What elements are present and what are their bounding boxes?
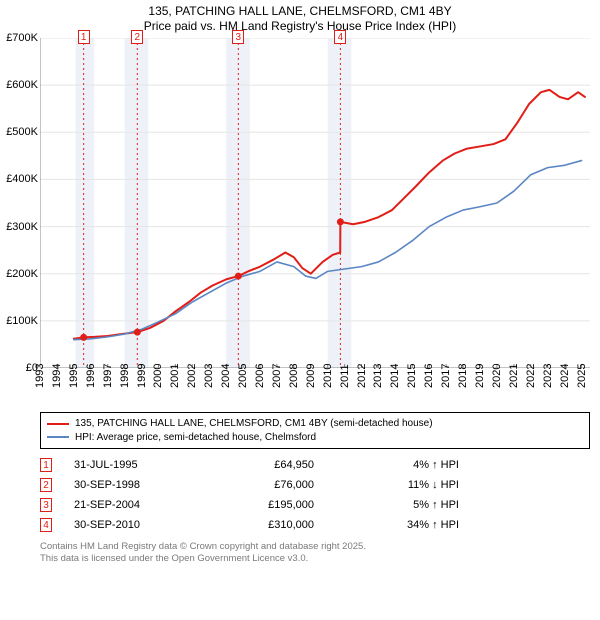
- row-diff: 34% ↑ HPI: [339, 519, 459, 531]
- y-tick-label: £400K: [6, 173, 40, 185]
- row-marker: 4: [40, 518, 52, 532]
- footer: Contains HM Land Registry data © Crown c…: [40, 541, 590, 565]
- row-marker: 3: [40, 498, 52, 512]
- row-diff: 4% ↑ HPI: [339, 459, 459, 471]
- row-price: £64,950: [209, 459, 339, 471]
- row-diff: 11% ↓ HPI: [339, 479, 459, 491]
- table-row: 1 31-JUL-1995£64,9504% ↑ HPI: [40, 455, 590, 475]
- row-marker: 2: [40, 478, 52, 492]
- chart-marker: 4: [334, 30, 346, 44]
- sales-table: 131-JUL-1995£64,9504% ↑ HPI230-SEP-1998£…: [40, 455, 590, 535]
- row-diff: 5% ↑ HPI: [339, 499, 459, 511]
- legend-swatch-2: [47, 436, 69, 438]
- legend-item-2: HPI: Average price, semi-detached house,…: [47, 431, 583, 445]
- table-row: 2 30-SEP-1998£76,00011% ↓ HPI: [40, 475, 590, 495]
- table-row: 3 21-SEP-2004£195,0005% ↑ HPI: [40, 495, 590, 515]
- row-date: 30-SEP-2010: [74, 519, 209, 531]
- footer-line2: This data is licensed under the Open Gov…: [40, 553, 590, 565]
- row-marker: 1: [40, 458, 52, 472]
- row-price: £195,000: [209, 499, 339, 511]
- y-tick-label: £200K: [6, 268, 40, 280]
- row-price: £310,000: [209, 519, 339, 531]
- legend-label-1: 135, PATCHING HALL LANE, CHELMSFORD, CM1…: [75, 417, 433, 431]
- legend-item-1: 135, PATCHING HALL LANE, CHELMSFORD, CM1…: [47, 417, 583, 431]
- legend: 135, PATCHING HALL LANE, CHELMSFORD, CM1…: [40, 412, 590, 449]
- y-tick-label: £500K: [6, 126, 40, 138]
- price-chart: £0£100K£200K£300K£400K£500K£600K£700K199…: [40, 38, 592, 410]
- chart-marker: 1: [78, 30, 90, 44]
- chart-svg: [40, 38, 590, 368]
- table-row: 4 30-SEP-2010£310,00034% ↑ HPI: [40, 515, 590, 535]
- y-tick-label: £700K: [6, 32, 40, 44]
- footer-line1: Contains HM Land Registry data © Crown c…: [40, 541, 590, 553]
- chart-marker: 2: [131, 30, 143, 44]
- row-date: 21-SEP-2004: [74, 499, 209, 511]
- y-tick-label: £100K: [6, 315, 40, 327]
- title-line2: Price paid vs. HM Land Registry's House …: [0, 19, 600, 34]
- chart-marker: 3: [232, 30, 244, 44]
- row-price: £76,000: [209, 479, 339, 491]
- row-date: 31-JUL-1995: [74, 459, 209, 471]
- row-date: 30-SEP-1998: [74, 479, 209, 491]
- y-tick-label: £600K: [6, 79, 40, 91]
- legend-swatch-1: [47, 423, 69, 425]
- title-line1: 135, PATCHING HALL LANE, CHELMSFORD, CM1…: [0, 4, 600, 19]
- chart-title: 135, PATCHING HALL LANE, CHELMSFORD, CM1…: [0, 0, 600, 34]
- legend-label-2: HPI: Average price, semi-detached house,…: [75, 431, 316, 445]
- y-tick-label: £300K: [6, 221, 40, 233]
